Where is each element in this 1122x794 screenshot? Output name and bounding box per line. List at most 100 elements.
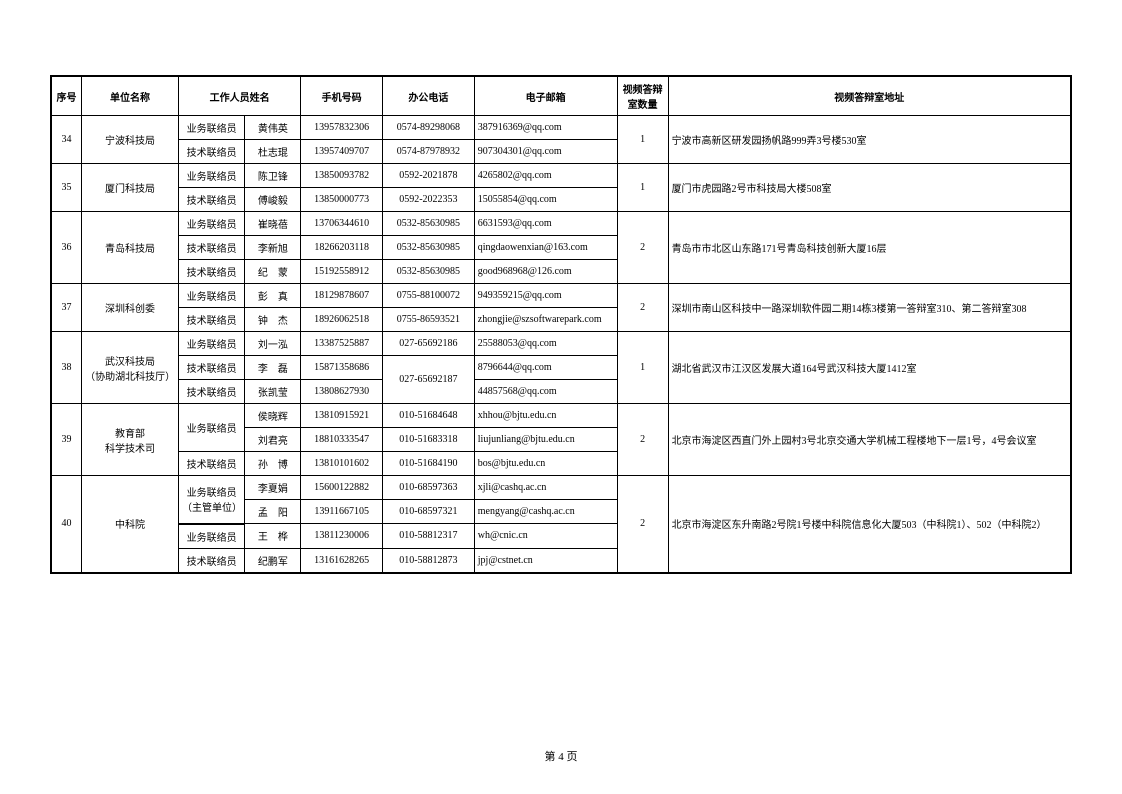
cell-phone: 010-51683318 xyxy=(382,428,474,452)
cell-name: 彭 真 xyxy=(245,284,301,308)
cell-name: 王 桦 xyxy=(245,524,301,549)
cell-name: 孟 阳 xyxy=(245,500,301,524)
col-mobile: 手机号码 xyxy=(301,76,383,116)
cell-name: 陈卫锋 xyxy=(245,164,301,188)
cell-addr: 青岛市市北区山东路171号青岛科技创新大厦16层 xyxy=(668,212,1071,284)
cell-seq: 35 xyxy=(51,164,82,212)
cell-email: 907304301@qq.com xyxy=(474,140,617,164)
cell-count: 1 xyxy=(617,332,668,404)
cell-count: 2 xyxy=(617,404,668,476)
col-staff: 工作人员姓名 xyxy=(178,76,300,116)
cell-email: bos@bjtu.edu.cn xyxy=(474,452,617,476)
cell-role: 技术联络员 xyxy=(178,452,244,476)
table-row: 40中科院业务联络员（主管单位）李夏娟15600122882010-685973… xyxy=(51,476,1071,500)
table-row: 34宁波科技局业务联络员黄伟英139578323060574-892980683… xyxy=(51,116,1071,140)
cell-seq: 36 xyxy=(51,212,82,284)
cell-role: 技术联络员 xyxy=(178,188,244,212)
cell-role: 技术联络员 xyxy=(178,260,244,284)
cell-email: wh@cnic.cn xyxy=(474,524,617,549)
cell-org: 厦门科技局 xyxy=(82,164,179,212)
cell-seq: 40 xyxy=(51,476,82,573)
cell-count: 2 xyxy=(617,212,668,284)
col-phone: 办公电话 xyxy=(382,76,474,116)
cell-phone: 010-68597321 xyxy=(382,500,474,524)
cell-phone: 010-58812317 xyxy=(382,524,474,549)
cell-org: 武汉科技局（协助湖北科技厅） xyxy=(82,332,179,404)
cell-mobile: 18266203118 xyxy=(301,236,383,260)
cell-name: 侯晓辉 xyxy=(245,404,301,428)
cell-addr: 湖北省武汉市江汉区发展大道164号武汉科技大厦1412室 xyxy=(668,332,1071,404)
table-row: 38武汉科技局（协助湖北科技厅）业务联络员刘一泓13387525887027-6… xyxy=(51,332,1071,356)
cell-name: 刘一泓 xyxy=(245,332,301,356)
cell-mobile: 18129878607 xyxy=(301,284,383,308)
cell-email: 25588053@qq.com xyxy=(474,332,617,356)
cell-count: 2 xyxy=(617,284,668,332)
cell-count: 2 xyxy=(617,476,668,573)
cell-phone: 010-51684648 xyxy=(382,404,474,428)
cell-role: 业务联络员 xyxy=(178,164,244,188)
cell-phone: 010-58812873 xyxy=(382,548,474,573)
cell-org: 宁波科技局 xyxy=(82,116,179,164)
cell-mobile: 13850000773 xyxy=(301,188,383,212)
col-addr: 视频答辩室地址 xyxy=(668,76,1071,116)
cell-role: 业务联络员 xyxy=(178,404,244,452)
cell-name: 孙 博 xyxy=(245,452,301,476)
cell-seq: 38 xyxy=(51,332,82,404)
cell-name: 李新旭 xyxy=(245,236,301,260)
cell-role: 技术联络员 xyxy=(178,236,244,260)
cell-phone: 010-68597363 xyxy=(382,476,474,500)
table-row: 39教育部科学技术司业务联络员侯晓辉13810915921010-5168464… xyxy=(51,404,1071,428)
cell-email: qingdaowenxian@163.com xyxy=(474,236,617,260)
cell-role: 业务联络员 xyxy=(178,116,244,140)
cell-mobile: 13161628265 xyxy=(301,548,383,573)
table-row: 37深圳科创委业务联络员彭 真181298786070755-881000729… xyxy=(51,284,1071,308)
cell-count: 1 xyxy=(617,116,668,164)
cell-role: 技术联络员 xyxy=(178,308,244,332)
cell-role: 业务联络员 xyxy=(178,332,244,356)
cell-name: 杜志琨 xyxy=(245,140,301,164)
cell-phone: 0532-85630985 xyxy=(382,260,474,284)
cell-phone: 0574-89298068 xyxy=(382,116,474,140)
cell-name: 刘君亮 xyxy=(245,428,301,452)
cell-org: 青岛科技局 xyxy=(82,212,179,284)
cell-addr: 北京市海淀区东升南路2号院1号楼中科院信息化大厦503（中科院1）、502（中科… xyxy=(668,476,1071,573)
page-footer: 第 4 页 xyxy=(0,748,1122,764)
cell-mobile: 13811230006 xyxy=(301,524,383,549)
cell-mobile: 13810101602 xyxy=(301,452,383,476)
cell-phone: 010-51684190 xyxy=(382,452,474,476)
cell-phone: 0592-2021878 xyxy=(382,164,474,188)
cell-email: good968968@126.com xyxy=(474,260,617,284)
cell-email: 44857568@qq.com xyxy=(474,380,617,404)
cell-phone: 0532-85630985 xyxy=(382,236,474,260)
cell-mobile: 13957409707 xyxy=(301,140,383,164)
cell-role: 技术联络员 xyxy=(178,548,244,573)
cell-mobile: 15871358686 xyxy=(301,356,383,380)
cell-mobile: 13957832306 xyxy=(301,116,383,140)
cell-email: 15055854@qq.com xyxy=(474,188,617,212)
cell-org: 教育部科学技术司 xyxy=(82,404,179,476)
cell-addr: 宁波市高新区研发园扬帆路999弄3号楼530室 xyxy=(668,116,1071,164)
cell-name: 崔晓蓓 xyxy=(245,212,301,236)
cell-count: 1 xyxy=(617,164,668,212)
cell-phone: 027-65692186 xyxy=(382,332,474,356)
cell-mobile: 15192558912 xyxy=(301,260,383,284)
cell-email: 8796644@qq.com xyxy=(474,356,617,380)
cell-phone: 0592-2022353 xyxy=(382,188,474,212)
cell-phone: 0755-88100072 xyxy=(382,284,474,308)
col-seq: 序号 xyxy=(51,76,82,116)
cell-mobile: 13911667105 xyxy=(301,500,383,524)
table-header: 序号 单位名称 工作人员姓名 手机号码 办公电话 电子邮箱 视频答辩室数量 视频… xyxy=(51,76,1071,116)
cell-role: 业务联络员 xyxy=(178,284,244,308)
cell-email: 6631593@qq.com xyxy=(474,212,617,236)
table-body: 34宁波科技局业务联络员黄伟英139578323060574-892980683… xyxy=(51,116,1071,573)
cell-email: jpj@cstnet.cn xyxy=(474,548,617,573)
cell-phone: 0532-85630985 xyxy=(382,212,474,236)
cell-email: xjli@cashq.ac.cn xyxy=(474,476,617,500)
cell-role: 业务联络员 xyxy=(178,524,244,549)
cell-addr: 深圳市南山区科技中一路深圳软件园二期14栋3楼第一答辩室310、第二答辩室308 xyxy=(668,284,1071,332)
cell-mobile: 13808627930 xyxy=(301,380,383,404)
cell-name: 张凯莹 xyxy=(245,380,301,404)
col-email: 电子邮箱 xyxy=(474,76,617,116)
cell-email: zhongjie@szsoftwarepark.com xyxy=(474,308,617,332)
cell-email: mengyang@cashq.ac.cn xyxy=(474,500,617,524)
